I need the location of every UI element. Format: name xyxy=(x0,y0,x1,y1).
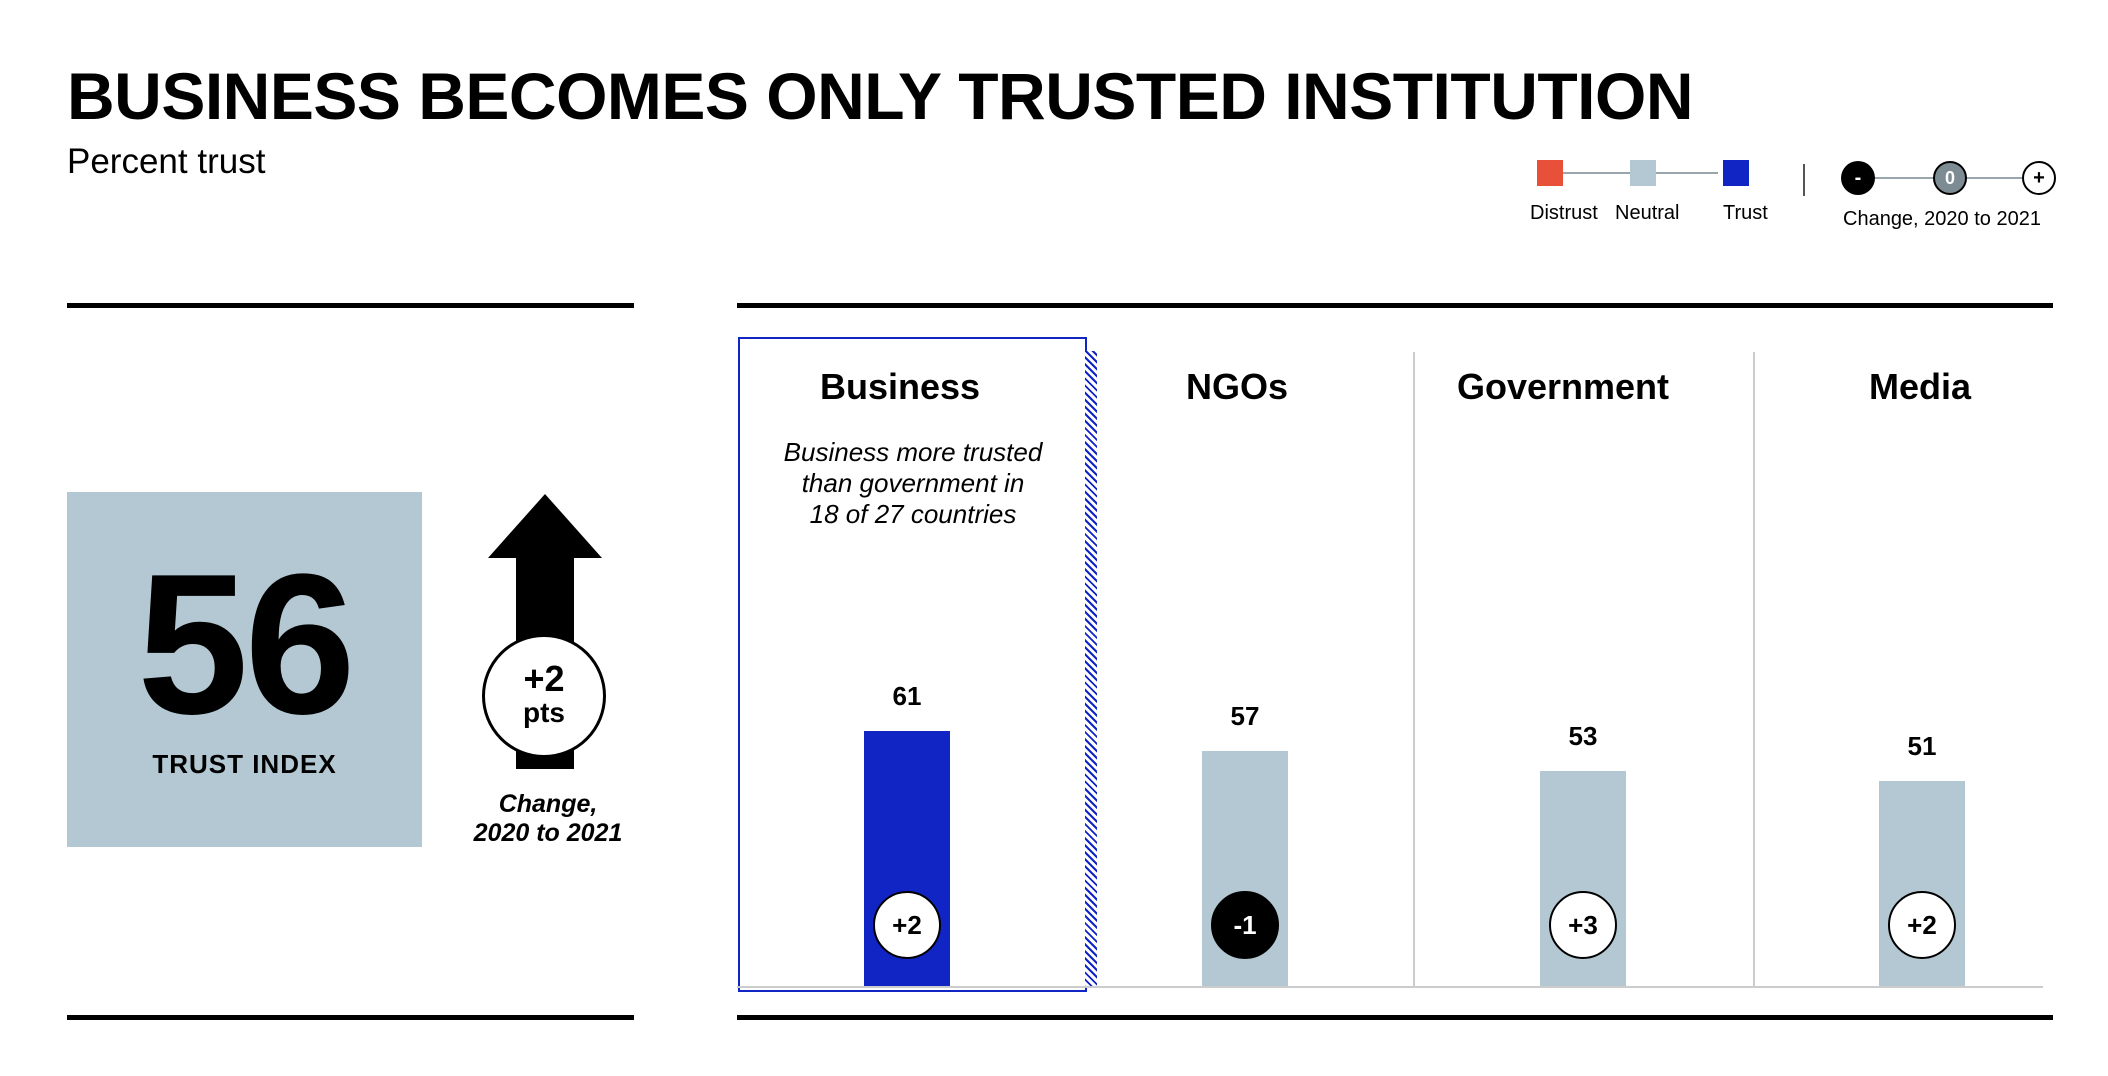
trust-index-change-badge: +2 pts xyxy=(482,634,606,758)
panel-title-business: Business xyxy=(819,366,981,407)
panel-divider xyxy=(1753,352,1755,986)
change-minus-icon: - xyxy=(1841,161,1875,195)
panel-title-media: Media xyxy=(1868,366,1972,407)
panel-divider xyxy=(1413,352,1415,986)
left-top-rule xyxy=(67,303,634,308)
chart-bottom-rule xyxy=(737,1015,2053,1020)
highlight-hatch xyxy=(1085,351,1097,988)
trust-index-change-note: Change, 2020 to 2021 xyxy=(452,790,644,848)
bar-value-business: 61 xyxy=(892,681,922,711)
legend-swatch-distrust xyxy=(1537,160,1563,186)
bar-value-ngos: 57 xyxy=(1230,701,1260,731)
change-badge-government: +3 xyxy=(1549,891,1617,959)
change-note-line-1: Change, xyxy=(498,790,598,818)
change-note-line-2: 2020 to 2021 xyxy=(473,819,623,847)
callout-line-1: Business more trusted xyxy=(783,437,1043,467)
legend-swatch-trust xyxy=(1723,160,1749,186)
trust-index-change-value: +2 xyxy=(523,658,565,699)
legend-label-distrust: Distrust xyxy=(1530,202,1598,224)
left-bottom-rule xyxy=(67,1015,634,1020)
legend-label-neutral: Neutral xyxy=(1615,202,1680,224)
legend: Distrust Neutral Trust - 0 + Change, 202… xyxy=(1530,158,2056,238)
page-title: BUSINESS BECOMES ONLY TRUSTED INSTITUTIO… xyxy=(67,59,1694,133)
chart-baseline xyxy=(737,986,2043,988)
legend-swatch-neutral xyxy=(1630,160,1656,186)
change-plus-icon: + xyxy=(2022,161,2056,195)
legend-divider xyxy=(1803,164,1805,196)
change-badge-business: +2 xyxy=(873,891,941,959)
change-badge-ngos: -1 xyxy=(1211,891,1279,959)
trust-index-change-unit: pts xyxy=(523,697,565,728)
business-callout: Business more trusted than government in… xyxy=(748,437,1078,530)
legend-label-trust: Trust xyxy=(1723,202,1768,224)
bar-value-government: 53 xyxy=(1568,721,1598,751)
trust-index-value: 56 xyxy=(137,533,355,756)
chart-top-rule xyxy=(737,303,2053,308)
trust-index-label: TRUST INDEX xyxy=(152,749,337,779)
panel-title-government: Government xyxy=(1456,366,1670,407)
change-zero-icon: 0 xyxy=(1933,161,1967,195)
change-legend-label: Change, 2020 to 2021 xyxy=(1843,208,2041,230)
callout-line-3: 18 of 27 countries xyxy=(809,499,1017,529)
change-badge-media: +2 xyxy=(1888,891,1956,959)
page-subtitle: Percent trust xyxy=(67,142,266,181)
trust-index-box xyxy=(67,492,422,847)
panel-title-ngos: NGOs xyxy=(1185,366,1289,407)
callout-line-2: than government in xyxy=(801,468,1025,498)
bar-value-media: 51 xyxy=(1907,731,1937,761)
